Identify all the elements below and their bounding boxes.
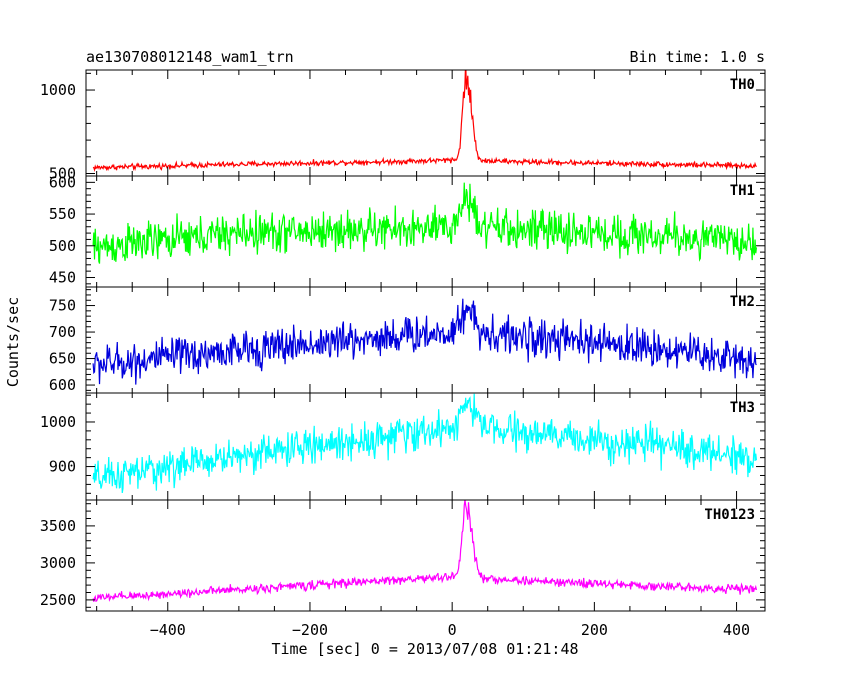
y-tick-label: 3000	[40, 554, 76, 572]
panel-th3: 900 1000 TH3	[40, 392, 766, 501]
bin-time-label: Bin time: 1.0 s	[630, 48, 765, 66]
panel-label-th0123: TH0123	[704, 507, 755, 523]
y-tick-label: 500	[49, 237, 76, 255]
y-tick-label: 900	[49, 458, 76, 476]
y-tick-label: 2500	[40, 591, 76, 609]
y-tick-label: 650	[49, 350, 76, 368]
y-tick-label: 550	[49, 205, 76, 223]
y-tick-label: 1000	[40, 413, 76, 431]
panel-th1: 450 500 550 600 TH1	[49, 173, 766, 288]
chart-title: ae130708012148_wam1_trn	[86, 48, 294, 66]
y-tick-label: 500	[49, 164, 76, 182]
series-line-th3	[92, 393, 758, 494]
panel-label-th1: TH1	[730, 183, 755, 199]
panel-th0123: 2500 3000 3500 TH0123 −400 −200 0 200 400	[40, 499, 766, 639]
panel-label-th0: TH0	[730, 77, 755, 93]
series-line-th0123	[92, 500, 758, 602]
y-tick-label: 600	[49, 173, 76, 191]
x-tick-label: 400	[723, 621, 750, 639]
panel-frame	[85, 499, 766, 612]
y-tick-label: 600	[49, 376, 76, 394]
y-tick-label: 3500	[40, 517, 76, 535]
panel-label-th3: TH3	[730, 400, 755, 416]
y-tick-label: 750	[49, 297, 76, 315]
y-axis-label: Counts/sec	[4, 297, 22, 387]
x-tick-label: −400	[150, 621, 186, 639]
y-tick-label: 450	[49, 268, 76, 286]
panel-th2: 600 650 700 750 TH2	[49, 286, 766, 394]
panel-label-th2: TH2	[730, 294, 755, 310]
x-tick-label: −200	[292, 621, 328, 639]
series-line-th2	[92, 298, 757, 385]
x-tick-label: 200	[581, 621, 608, 639]
y-tick-label: 700	[49, 323, 76, 341]
x-axis-label: Time [sec] 0 = 2013/07/08 01:21:48	[271, 640, 578, 658]
y-tick-label: 1000	[40, 81, 76, 99]
panels-group: 500 1000 TH0 450 500 550 600 TH1 600 650 700 750 TH2…	[40, 69, 766, 639]
x-tick-label: 0	[448, 621, 457, 639]
panel-th0: 500 1000 TH0	[40, 69, 766, 182]
series-line-th1	[92, 182, 758, 264]
series-line-th0	[92, 70, 757, 172]
